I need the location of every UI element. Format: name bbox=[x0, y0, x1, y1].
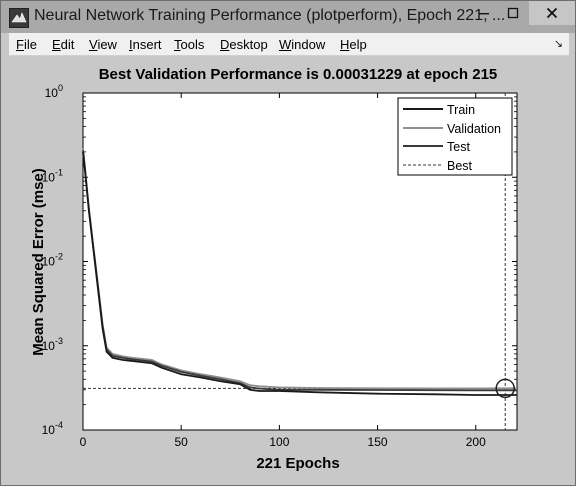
x-tick-label: 150 bbox=[368, 435, 388, 449]
legend-test-label: Test bbox=[447, 140, 470, 154]
menu-insert[interactable]: Insert bbox=[129, 37, 162, 52]
y-tick-label: 100 bbox=[45, 83, 63, 100]
y-tick-label: 10-4 bbox=[42, 420, 63, 437]
close-icon bbox=[546, 7, 558, 19]
y-tick-label: 10-2 bbox=[42, 252, 63, 269]
x-tick-label: 100 bbox=[269, 435, 289, 449]
close-button[interactable] bbox=[529, 1, 575, 25]
minimize-icon bbox=[479, 13, 489, 15]
matlab-icon[interactable] bbox=[9, 8, 29, 28]
legend-box bbox=[397, 97, 513, 176]
legend-train-label: Train bbox=[447, 103, 475, 117]
title-bar[interactable]: Neural Network Training Performance (plo… bbox=[1, 1, 575, 33]
performance-plot: Best Validation Performance is 0.0003122… bbox=[30, 66, 518, 472]
menu-view[interactable]: View bbox=[89, 37, 117, 52]
x-tick-label: 200 bbox=[466, 435, 486, 449]
figure-canvas: Best Validation Performance is 0.0003122… bbox=[9, 56, 569, 479]
minimize-button[interactable] bbox=[470, 1, 498, 25]
maximize-button[interactable] bbox=[499, 1, 527, 25]
menu-bar: File Edit View Insert Tools Desktop Wind… bbox=[9, 33, 569, 56]
chart-title: Best Validation Performance is 0.0003122… bbox=[99, 66, 498, 83]
x-axis-label: 221 Epochs bbox=[256, 455, 339, 472]
window-title: Neural Network Training Performance (plo… bbox=[34, 7, 506, 24]
menu-help[interactable]: Help bbox=[340, 37, 367, 52]
menu-window[interactable]: Window bbox=[279, 37, 326, 52]
menu-file[interactable]: File bbox=[16, 37, 37, 52]
x-tick-label: 0 bbox=[80, 435, 87, 449]
legend-best-label: Best bbox=[447, 159, 473, 173]
y-tick-label: 10-3 bbox=[42, 336, 63, 353]
menu-tools[interactable]: Tools bbox=[174, 37, 205, 52]
menu-desktop[interactable]: Desktop bbox=[220, 37, 268, 52]
y-axis: 100 10-1 10-2 10-3 10-4 bbox=[42, 83, 517, 437]
maximize-icon bbox=[507, 7, 519, 19]
best-marker bbox=[495, 378, 515, 399]
menu-edit[interactable]: Edit bbox=[52, 37, 75, 52]
dock-arrow-icon[interactable]: ↘ bbox=[553, 38, 563, 50]
x-tick-label: 50 bbox=[175, 435, 189, 449]
x-axis: 0 50 100 150 200 bbox=[80, 93, 486, 449]
legend-validation-label: Validation bbox=[447, 122, 501, 136]
y-tick-label: 10-1 bbox=[42, 167, 63, 184]
y-axis-label: Mean Squared Error (mse) bbox=[30, 168, 47, 356]
series-train-line bbox=[82, 151, 517, 396]
legend: Train Validation Test Best bbox=[397, 97, 513, 176]
